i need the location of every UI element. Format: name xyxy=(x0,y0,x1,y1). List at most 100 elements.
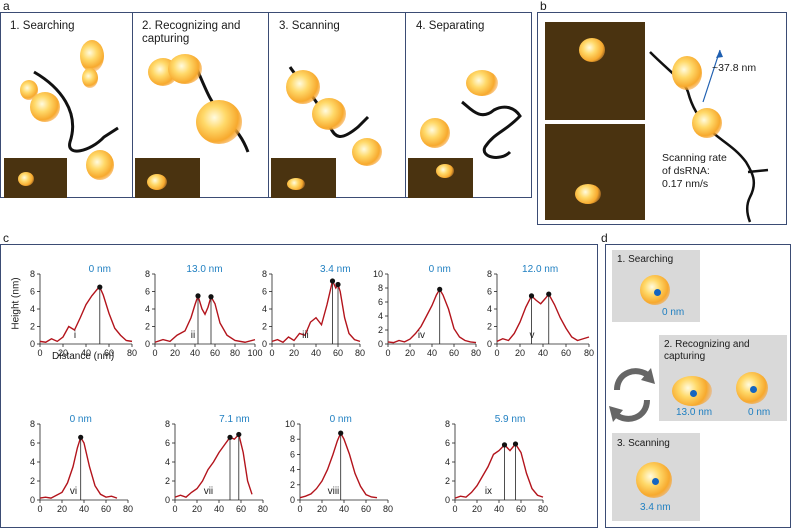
y-tick-label: 8 xyxy=(290,434,295,444)
d-step-title-2: 2. Recognizing and capturing xyxy=(664,339,750,362)
profile-curve xyxy=(387,288,477,344)
x-tick-label: 60 xyxy=(333,348,343,358)
y-tick-label: 6 xyxy=(262,287,267,297)
x-tick-label: 80 xyxy=(258,504,268,514)
x-tick-label: 0 xyxy=(494,348,499,358)
protein-blob xyxy=(20,80,38,100)
x-tick-label: 80 xyxy=(355,348,365,358)
peak-dot xyxy=(437,286,443,292)
y-tick-label: 0 xyxy=(262,339,267,349)
x-tick-label: 60 xyxy=(101,504,111,514)
peak-dot xyxy=(195,293,201,299)
y-tick-label: 0 xyxy=(290,495,295,505)
roman-label: ii xyxy=(191,330,195,341)
x-tick-label: 60 xyxy=(516,504,526,514)
peak-annotation: 0 nm xyxy=(89,264,111,275)
afm-inset xyxy=(135,158,200,198)
y-tick-label: 0 xyxy=(30,495,35,505)
profile-curve xyxy=(299,431,378,499)
x-tick-label: 80 xyxy=(127,348,137,358)
step-title-scanning: 3. Scanning xyxy=(279,20,340,32)
y-tick-label: 6 xyxy=(487,287,492,297)
protein-blob xyxy=(80,40,104,72)
x-tick-label: 40 xyxy=(190,348,200,358)
peak-dot xyxy=(329,278,336,284)
profile-curve xyxy=(496,292,590,343)
distance-label: ~37.8 nm xyxy=(712,62,757,74)
peak-dot xyxy=(236,431,242,438)
x-tick-label: 0 xyxy=(269,348,274,358)
peak-dot xyxy=(335,281,341,288)
x-tick-label: 20 xyxy=(170,348,180,358)
x-tick-label: 80 xyxy=(584,348,594,358)
y-tick-label: 6 xyxy=(445,438,450,448)
roman-label: iii xyxy=(302,330,309,341)
y-tick-label: 4 xyxy=(487,304,492,314)
rate-label-2: of dsRNA: xyxy=(662,165,710,177)
protein-blob xyxy=(640,275,670,305)
divider xyxy=(132,13,133,197)
y-tick-label: 8 xyxy=(165,419,170,429)
peak-annotation: 13.0 nm xyxy=(186,264,222,275)
x-tick-label: 0 xyxy=(385,348,390,358)
peak-annotation: 7.1 nm xyxy=(219,414,250,425)
protein-blob xyxy=(86,150,114,180)
panel-letter-d: d xyxy=(601,231,608,245)
y-tick-label: 6 xyxy=(290,449,295,459)
protein-blob xyxy=(168,54,202,84)
d-label-13nm: 13.0 nm xyxy=(676,407,713,418)
x-tick-label: 40 xyxy=(79,504,89,514)
roman-label: viii xyxy=(328,486,340,497)
panel-b-frame xyxy=(537,12,787,225)
protein-blob xyxy=(286,70,320,104)
afm-inset xyxy=(408,158,473,198)
roman-label: iv xyxy=(418,330,425,341)
y-tick-label: 2 xyxy=(165,476,170,486)
roman-label: i xyxy=(74,330,76,341)
peak-annotation: 3.4 nm xyxy=(320,264,351,275)
y-tick-label: 2 xyxy=(30,322,35,332)
x-tick-label: 60 xyxy=(104,348,114,358)
d-step-title-1: 1. Searching xyxy=(617,254,674,265)
y-tick-label: 2 xyxy=(378,325,383,335)
x-tick-label: 60 xyxy=(361,504,371,514)
x-tick-label: 40 xyxy=(538,348,548,358)
x-tick-label: 80 xyxy=(123,504,133,514)
peak-annotation: 0 nm xyxy=(70,414,92,425)
y-tick-label: 4 xyxy=(290,465,295,475)
d-label-0nm: 0 nm xyxy=(662,307,685,318)
peak-dot xyxy=(227,434,233,440)
y-tick-label: 6 xyxy=(165,438,170,448)
y-tick-label: 2 xyxy=(487,322,492,332)
x-tick-label: 40 xyxy=(214,504,224,514)
x-tick-label: 0 xyxy=(452,504,457,514)
protein-blob xyxy=(466,70,498,96)
x-tick-label: 20 xyxy=(57,504,67,514)
x-tick-label: 20 xyxy=(515,348,525,358)
x-tick-label: 40 xyxy=(81,348,91,358)
x-tick-label: 20 xyxy=(317,504,327,514)
y-tick-label: 0 xyxy=(445,495,450,505)
x-tick-label: 60 xyxy=(449,348,459,358)
x-tick-label: 0 xyxy=(172,504,177,514)
x-tick-label: 0 xyxy=(152,348,157,358)
y-tick-label: 2 xyxy=(445,476,450,486)
peak-annotation: 0 nm xyxy=(429,264,451,275)
protein-blob xyxy=(736,372,768,404)
y-tick-label: 6 xyxy=(378,297,383,307)
y-tick-label: 0 xyxy=(378,339,383,349)
panel-letter-a: a xyxy=(3,0,10,13)
profile-curve xyxy=(174,433,253,498)
y-tick-label: 4 xyxy=(165,457,170,467)
peak-annotation: 0 nm xyxy=(330,414,352,425)
y-tick-label: 10 xyxy=(285,419,295,429)
peak-dot xyxy=(78,434,84,440)
x-tick-label: 20 xyxy=(405,348,415,358)
x-tick-label: 20 xyxy=(58,348,68,358)
rate-label-1: Scanning rate xyxy=(662,152,727,164)
y-tick-label: 8 xyxy=(262,269,267,279)
y-tick-label: 8 xyxy=(30,269,35,279)
protein-blob xyxy=(672,376,712,406)
rate-value: 0.17 nm/s xyxy=(662,178,709,190)
